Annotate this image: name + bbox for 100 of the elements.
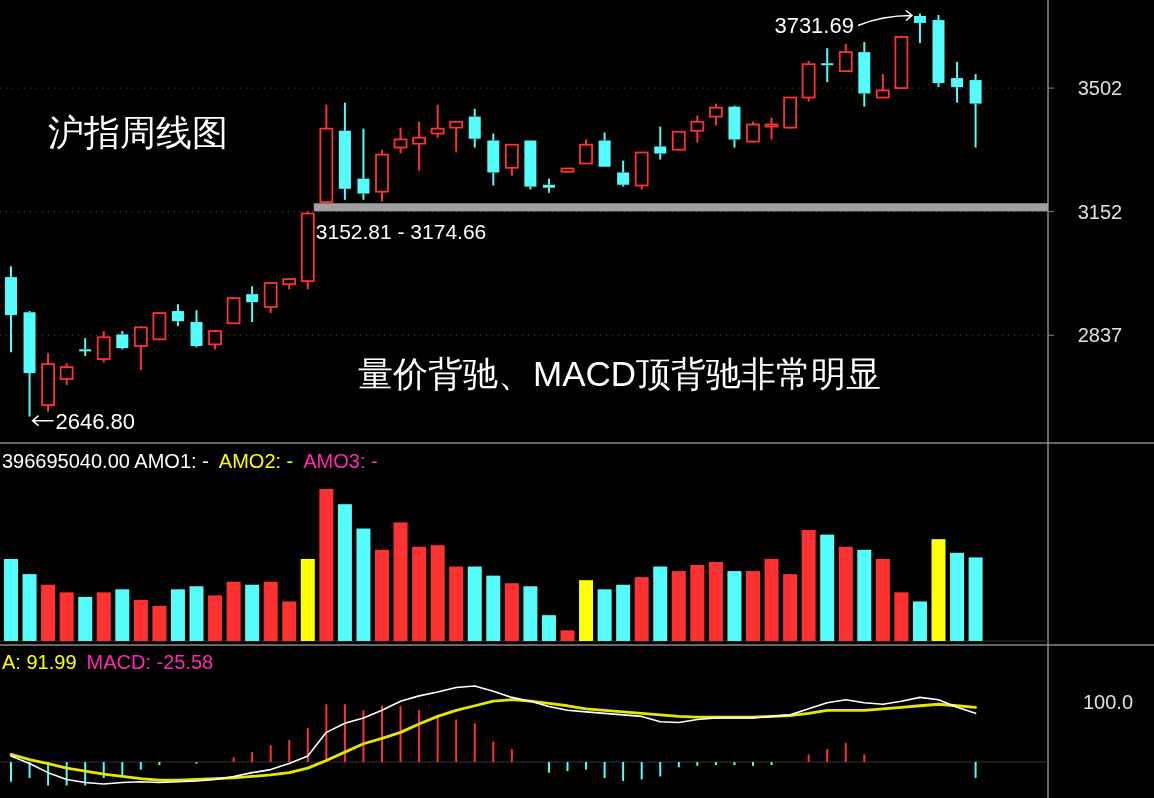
annotation: 2646.80 [55,408,136,434]
bar [523,586,538,641]
bar [579,580,594,641]
bar [436,715,439,762]
band-label: 3152.81 - 3174.66 [315,220,487,244]
bar [78,596,93,641]
bar [115,589,130,641]
bar [449,566,464,641]
bar [547,762,550,773]
annotation: 量价背驰、MACD顶背驰非常明显 [358,354,882,393]
bar [343,704,346,762]
y-tick-label: 2837 [1077,324,1123,347]
bar [356,528,371,641]
bar [504,583,519,641]
bar [412,546,427,641]
bar [337,504,352,641]
bar [764,558,779,641]
bar [288,739,291,762]
bar [931,539,946,641]
bar [430,545,445,641]
bar [714,762,717,766]
bar [708,561,723,641]
bar [189,586,204,641]
bar [158,762,161,766]
bar [690,565,705,641]
y-tick-label: 3502 [1077,77,1123,100]
bar [226,581,241,641]
bar [603,762,606,778]
text: AMO2: - [218,450,294,472]
bar [375,549,389,641]
bar [232,757,235,762]
bar [733,762,736,766]
bar [974,762,977,778]
bar [282,601,297,641]
bar [585,762,588,770]
bar [10,762,12,782]
bar [622,762,625,781]
text: 100.0 [1082,691,1134,713]
bar [968,557,983,641]
bar [22,574,37,641]
text: A: 91.99 [2,651,77,673]
bar [727,571,742,641]
bar [473,723,476,762]
bar [208,595,223,641]
text: 沪指周线图 [48,112,228,153]
bar [28,762,31,778]
text: AMO3: - [303,450,378,472]
bar [616,584,631,641]
bar [640,762,643,780]
bar [677,762,680,768]
bar [659,762,662,777]
bar [455,719,458,762]
bar [950,552,965,641]
bar [492,741,495,762]
bar [752,762,754,766]
bar [121,762,124,775]
bar [263,581,278,641]
bar [251,752,254,762]
bar [467,566,482,641]
bar [393,522,408,641]
bar [418,710,421,762]
bar [152,606,167,641]
bar [875,558,890,641]
bar [671,571,686,641]
bar [133,599,148,641]
bar [399,705,402,762]
text: MACD: -25.58 [86,651,214,673]
bar [170,589,185,641]
bar [820,534,835,641]
bar [863,754,866,762]
y-tick-label: 3152 [1077,200,1123,223]
bar [566,762,569,772]
bar [783,574,798,641]
annotation: 3731.69 [774,12,854,38]
bar [96,592,111,641]
bar [770,762,773,766]
bar [541,615,556,641]
bar [4,558,18,641]
bar [139,762,142,770]
bar [560,630,575,641]
bar [807,754,810,762]
bar [245,584,260,641]
bar [597,589,612,641]
bar [325,704,328,762]
bar [844,743,847,762]
bar [912,601,927,641]
bar [696,762,699,766]
bar [41,584,56,641]
bar [510,749,513,762]
bar [634,577,649,641]
bar [857,549,872,641]
bar [838,546,853,641]
bar [826,749,829,762]
bar [801,530,816,641]
text: 396695040.00 AMO1: - [2,450,209,472]
bar [894,592,909,641]
bar [306,727,309,762]
bar [59,592,74,641]
bar [319,489,334,641]
bar [269,745,272,762]
